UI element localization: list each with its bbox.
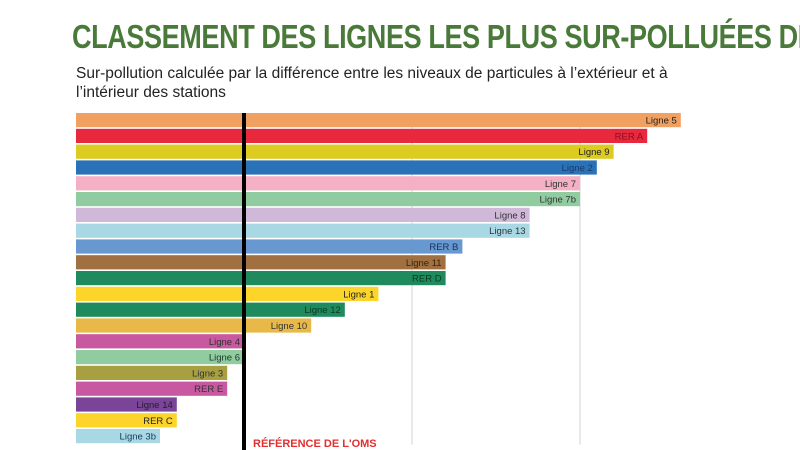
- bar: [76, 365, 228, 380]
- bar: [76, 286, 379, 301]
- bar-label: Ligne 9: [578, 147, 609, 158]
- bar: [76, 318, 312, 333]
- bar: [76, 160, 597, 175]
- bar-label: Ligne 11: [406, 258, 442, 269]
- reference-label: RÉFÉRENCE DE L'OMS: [253, 437, 377, 450]
- bar: [76, 334, 244, 349]
- bar-label: Ligne 2: [562, 163, 593, 174]
- bar-label: Ligne 8: [494, 210, 525, 221]
- chart-subtitle: Sur-pollution calculée par la différence…: [76, 65, 668, 101]
- bar: [76, 413, 177, 428]
- bar: [76, 271, 446, 286]
- bar-label: RER E: [194, 384, 223, 395]
- bars: [76, 113, 681, 444]
- bar-label: Ligne 13: [489, 226, 525, 237]
- bar-label: RER A: [615, 131, 644, 142]
- bar-label: Ligne 4: [209, 337, 240, 348]
- bar: [76, 113, 681, 128]
- bar: [76, 397, 177, 412]
- bar-label: Ligne 5: [646, 116, 677, 127]
- bar: [76, 302, 345, 317]
- bar: [76, 239, 463, 254]
- bar: [76, 192, 580, 207]
- bar-label: Ligne 3b: [120, 432, 156, 443]
- bar: [76, 223, 530, 238]
- chart-title: CLASSEMENT DES LIGNES LES PLUS SUR-POLLU…: [72, 18, 800, 55]
- bar-label: Ligne 12: [304, 305, 340, 316]
- bar: [76, 350, 244, 365]
- bar-label: Ligne 7b: [540, 195, 576, 206]
- bar-label: Ligne 3: [192, 368, 223, 379]
- bar-label: Ligne 10: [271, 321, 307, 332]
- bar-label: RER D: [412, 274, 442, 285]
- bar: [76, 207, 530, 222]
- bar: [76, 128, 648, 143]
- bar: [76, 255, 446, 270]
- bar: [76, 381, 228, 396]
- bar: [76, 429, 160, 444]
- bar-label: Ligne 6: [209, 353, 240, 364]
- bar: [76, 176, 580, 191]
- bar-label: Ligne 14: [136, 400, 172, 411]
- bar-label: Ligne 7: [545, 179, 576, 190]
- bar: [76, 144, 614, 159]
- bar-label: RER C: [143, 416, 173, 427]
- bar-label: Ligne 1: [343, 289, 374, 300]
- bar-label: RER B: [429, 242, 458, 253]
